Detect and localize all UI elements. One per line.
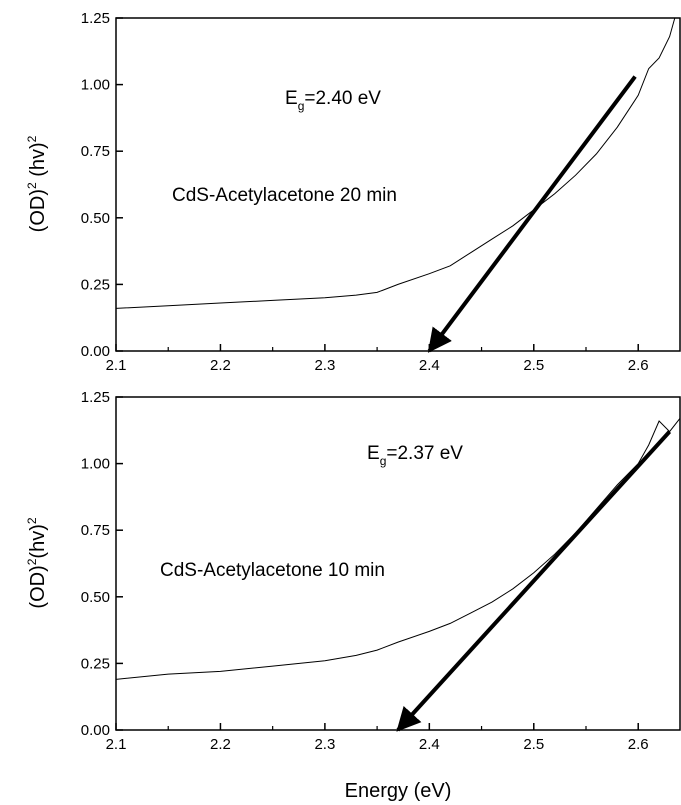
bottom-x-tick-label: 2.5 — [523, 736, 544, 753]
bottom-data-curve — [115, 417, 681, 680]
bottom-y-tick-label: 0.00 — [81, 722, 110, 739]
top-eg-value: =2.40 eV — [304, 88, 381, 109]
bottom-eg-base: E — [367, 443, 380, 464]
top-y-tick-labels: 0.00 0.25 0.50 0.75 1.00 1.25 — [81, 10, 110, 360]
top-ylabel-sup1: 2 — [25, 182, 39, 189]
bottom-ylabel-base2: (hv) — [27, 524, 49, 558]
top-y-tick-label: 0.25 — [81, 276, 110, 293]
top-x-tick-label: 2.6 — [628, 357, 649, 374]
bottom-eg-value: =2.37 eV — [386, 443, 463, 464]
bottom-x-tick-label: 2.2 — [210, 736, 231, 753]
bottom-y-tick-label: 0.75 — [81, 522, 110, 539]
top-ylabel-base1: (OD) — [27, 189, 49, 232]
top-eg-base: E — [285, 88, 298, 109]
top-data-curve — [115, 17, 676, 309]
bottom-x-tick-label: 2.6 — [628, 736, 649, 753]
bottom-x-tick-label: 2.4 — [419, 736, 440, 753]
top-x-tick-label: 2.4 — [419, 357, 440, 374]
top-ylabel-sup2: 2 — [25, 135, 39, 142]
top-fit-arrow — [427, 75, 637, 353]
top-sample-label: CdS-Acetylacetone 20 min — [172, 185, 397, 206]
bottom-y-tick-label: 0.25 — [81, 655, 110, 672]
bottom-fit-arrow — [396, 430, 672, 732]
bottom-eg-sub: g — [380, 454, 387, 468]
bottom-y-tick-labels: 0.00 0.25 0.50 0.75 1.00 1.25 — [81, 389, 110, 739]
top-x-tick-label: 2.3 — [314, 357, 335, 374]
bottom-x-tick-labels: 2.1 2.2 2.3 2.4 2.5 2.6 — [106, 736, 649, 753]
top-x-ticks — [115, 344, 639, 351]
bottom-ylabel-sup2: 2 — [25, 517, 39, 524]
top-eg-annotation: Eg=2.40 eV — [285, 88, 381, 113]
x-axis-title: Energy (eV) — [345, 780, 452, 802]
bottom-ylabel-base1: (OD) — [27, 565, 49, 608]
bottom-y-tick-label: 1.25 — [81, 389, 110, 406]
bottom-x-tick-label: 2.1 — [106, 736, 127, 753]
bottom-y-ticks — [116, 396, 123, 731]
top-y-tick-label: 0.00 — [81, 343, 110, 360]
top-plot-frame — [115, 17, 681, 352]
top-y-ticks — [116, 17, 123, 352]
bottom-y-axis-title: (OD)2(hv)2 — [25, 517, 49, 608]
top-x-tick-label: 2.1 — [106, 357, 127, 374]
bottom-panel: 0.00 0.25 0.50 0.75 1.00 1.25 2.1 2.2 2.3 2.4 2.5… — [25, 389, 681, 802]
top-panel: 0.00 0.25 0.50 0.75 1.00 1.25 2.1 2.2 2.3 2.4 2.5… — [25, 10, 681, 374]
bottom-eg-annotation: Eg=2.37 eV — [367, 443, 463, 468]
bottom-ylabel-sup1: 2 — [25, 558, 39, 565]
top-y-tick-label: 1.25 — [81, 10, 110, 27]
top-eg-sub: g — [298, 99, 305, 113]
top-y-axis-title: (OD)2 (hv)2 — [25, 135, 49, 232]
top-x-tick-label: 2.5 — [523, 357, 544, 374]
bottom-y-tick-label: 0.50 — [81, 589, 110, 606]
top-y-tick-label: 1.00 — [81, 77, 110, 94]
top-ylabel-base2: (hv) — [27, 142, 49, 182]
bottom-y-tick-label: 1.00 — [81, 456, 110, 473]
bottom-x-tick-label: 2.3 — [314, 736, 335, 753]
top-x-tick-labels: 2.1 2.2 2.3 2.4 2.5 2.6 — [106, 357, 649, 374]
top-y-tick-label: 0.75 — [81, 143, 110, 160]
bottom-sample-label: CdS-Acetylacetone 10 min — [160, 560, 385, 581]
top-x-tick-label: 2.2 — [210, 357, 231, 374]
top-y-tick-label: 0.50 — [81, 210, 110, 227]
bottom-x-ticks — [115, 723, 639, 730]
